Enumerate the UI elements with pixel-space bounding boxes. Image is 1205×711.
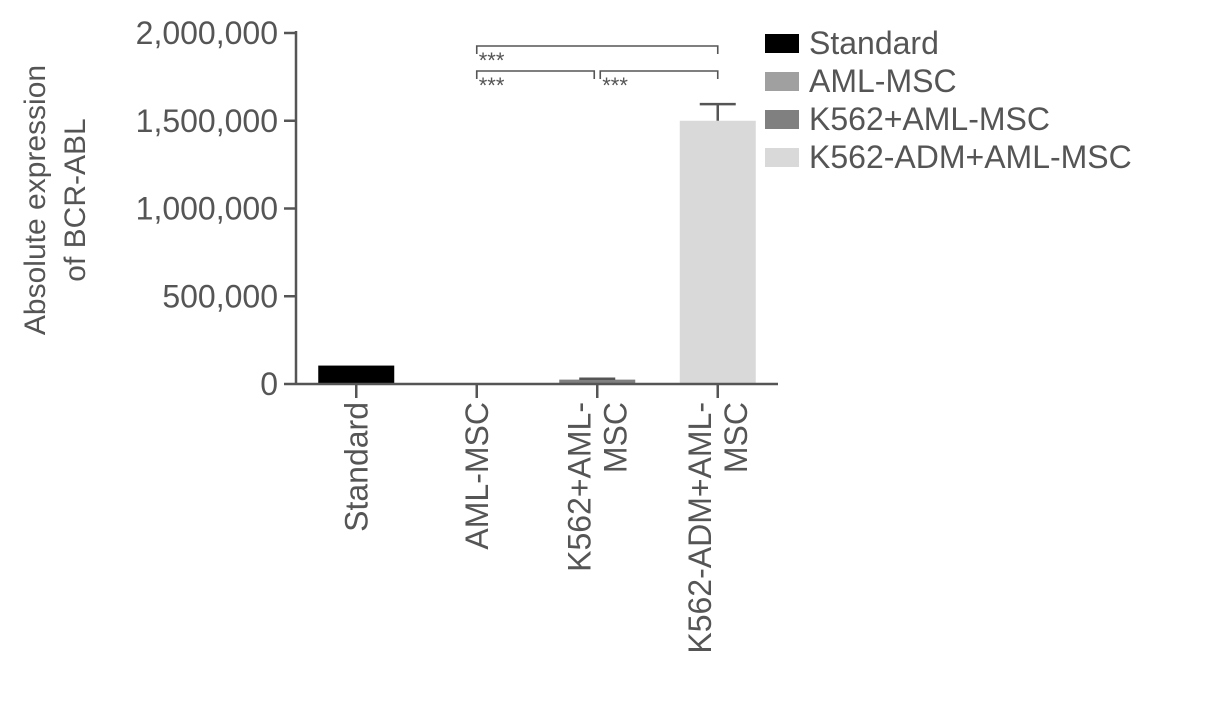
legend-label: K562-ADM+AML-MSC: [809, 139, 1132, 175]
bar: [318, 365, 395, 384]
legend-swatch: [765, 110, 799, 129]
significance-bracket: [599, 70, 719, 79]
bar: [679, 120, 756, 384]
x-tick-label: MSC: [597, 402, 633, 473]
significance-bracket: [475, 45, 719, 54]
significance-brackets: ****** ***: [475, 45, 719, 98]
y-tick-label: 1,000,000: [136, 191, 278, 227]
significance-label: ***: [479, 73, 505, 98]
legend-label: AML-MSC: [809, 63, 957, 99]
significance-label: ***: [602, 73, 628, 98]
bars: [318, 120, 756, 384]
bar: [559, 379, 636, 384]
significance-label: ***: [479, 48, 505, 73]
significance-bracket: [475, 70, 596, 79]
error-bars: [579, 102, 736, 380]
x-tick-label: K562+AML-: [561, 402, 597, 572]
y-axis-label-line-2: of BCR-ABL: [59, 118, 92, 281]
y-axis-ticks: 0 500,000 1,000,000 1,500,000 2,000,000: [136, 15, 296, 402]
x-tick-label: K562-ADM+AML-: [682, 402, 718, 654]
legend-label: K562+AML-MSC: [809, 101, 1050, 137]
y-tick-label: 2,000,000: [136, 15, 278, 51]
x-tick-label: Standard: [338, 402, 374, 532]
y-tick-label: 500,000: [162, 278, 278, 314]
y-tick-label: 1,500,000: [136, 103, 278, 139]
legend-swatch: [765, 148, 799, 167]
y-tick-label: 0: [260, 366, 278, 402]
y-axis-label-line-1: Absolute expression: [19, 65, 52, 335]
legend-label: Standard: [809, 25, 939, 61]
x-axis-ticks: Standard AML-MSC K562+AML- MSC K562-ADM+AML-…: [338, 384, 754, 654]
y-axis-label: Absolute expression of BCR-ABL: [19, 65, 92, 335]
legend-swatch: [765, 34, 799, 53]
legend-swatch: [765, 72, 799, 91]
x-tick-label: AML-MSC: [459, 402, 495, 550]
legend: StandardAML-MSCK562+AML-MSCK562-ADM+AML-…: [765, 25, 1132, 175]
x-tick-label: MSC: [718, 402, 754, 473]
axes: [294, 31, 778, 386]
